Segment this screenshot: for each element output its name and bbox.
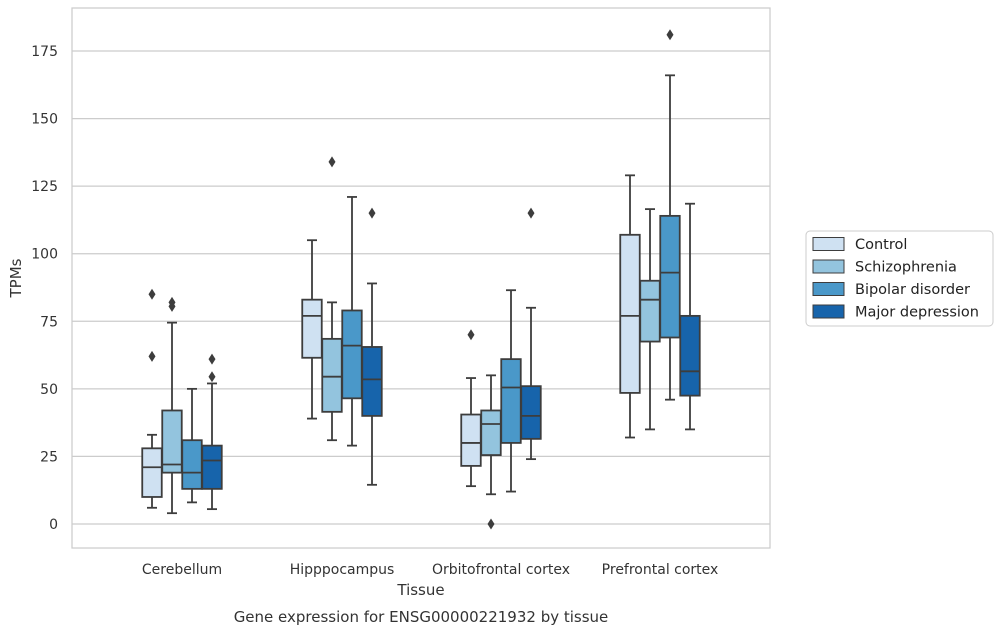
box-iqr <box>361 346 383 417</box>
box-bipolar-disorder <box>181 387 203 504</box>
outlier-point <box>467 329 475 341</box>
x-tick-label: Cerebellum <box>142 562 222 578</box>
box-bipolar-disorder <box>341 196 363 447</box>
box-iqr <box>659 214 681 339</box>
box-iqr <box>520 385 542 440</box>
outlier-point <box>368 207 376 219</box>
box-iqr <box>141 447 163 498</box>
box-schizophrenia <box>639 208 661 431</box>
legend-label: Bipolar disorder <box>855 282 970 298</box>
x-tick-label: Prefrontal cortex <box>602 562 719 578</box>
box-schizophrenia <box>161 296 183 515</box>
outlier-point <box>208 353 216 365</box>
legend-swatch <box>812 237 845 251</box>
boxes-layer <box>141 29 701 530</box>
box-iqr <box>321 337 343 413</box>
legend-frame <box>805 230 994 327</box>
legend-label: Major depression <box>855 305 979 321</box>
box-iqr <box>679 314 701 397</box>
box-control <box>460 329 482 488</box>
outlier-point <box>148 350 156 362</box>
y-axis-label: TPMs <box>7 258 25 298</box>
box-control <box>141 288 163 509</box>
box-iqr <box>301 298 323 359</box>
y-tick-labels: 0 25 50 75 100 125 150 175 <box>31 44 58 533</box>
legend-swatch <box>812 282 845 296</box>
x-tick-label: Hipppocampus <box>290 562 395 578</box>
outlier-point <box>666 29 674 41</box>
outlier-point <box>168 296 176 308</box>
outlier-point <box>527 207 535 219</box>
outlier-point <box>328 156 336 168</box>
x-tick-label: Orbitofrontal cortex <box>432 562 570 578</box>
box-bipolar-disorder <box>659 29 681 401</box>
box-iqr <box>619 233 641 394</box>
outlier-point <box>148 288 156 300</box>
legend: Control Schizophrenia Bipolar disorder Majo… <box>805 230 994 327</box>
y-tick-label: 100 <box>31 247 58 263</box>
outlier-point <box>487 518 495 530</box>
x-tick-labels: Cerebellum Hipppocampus Orbitofrontal cort… <box>142 562 718 578</box>
box-major-depression <box>361 207 383 486</box>
box-iqr <box>181 439 203 490</box>
box-iqr <box>480 409 502 456</box>
box-iqr <box>500 358 522 444</box>
box-iqr <box>639 279 661 343</box>
chart-caption: Gene expression for ENSG00000221932 by t… <box>234 608 609 626</box>
box-schizophrenia <box>480 374 502 530</box>
y-tick-label: 175 <box>31 44 58 60</box>
legend-swatch <box>812 259 845 274</box>
outlier-point <box>208 371 216 383</box>
box-iqr <box>341 309 363 400</box>
x-axis-label: Tissue <box>396 581 444 599</box>
box-iqr <box>201 444 223 490</box>
box-iqr <box>161 409 183 474</box>
y-tick-label: 50 <box>40 382 58 398</box>
y-tick-label: 150 <box>31 112 58 128</box>
box-schizophrenia <box>321 156 343 442</box>
y-tick-label: 25 <box>40 449 58 465</box>
legend-swatch <box>812 304 845 319</box>
box-major-depression <box>201 353 223 511</box>
box-major-depression <box>520 207 542 461</box>
legend-label: Schizophrenia <box>855 260 957 276</box>
box-control <box>301 239 323 420</box>
legend-label: Control <box>855 237 907 253</box>
y-tick-label: 125 <box>31 179 58 195</box>
y-tick-label: 75 <box>40 314 58 330</box>
box-major-depression <box>679 202 701 431</box>
box-iqr <box>460 413 482 467</box>
box-control <box>619 174 641 439</box>
plot-area-frame <box>71 7 771 549</box>
box-bipolar-disorder <box>500 289 522 493</box>
y-tick-label: 0 <box>49 517 58 533</box>
